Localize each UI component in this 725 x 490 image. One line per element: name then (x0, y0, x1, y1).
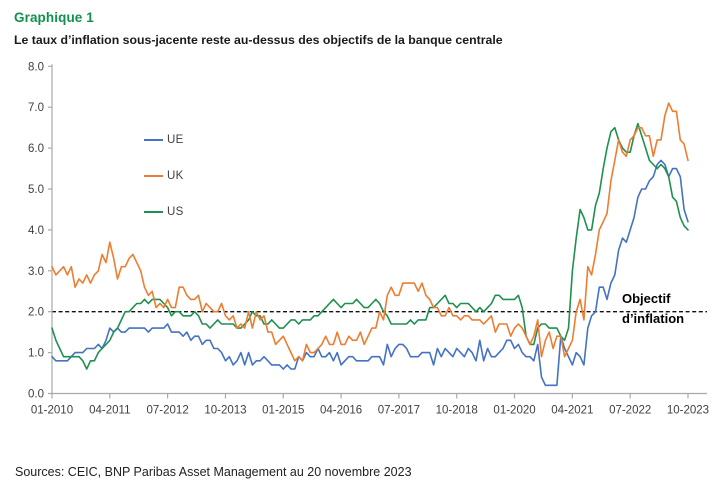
x-tick-label: 07-2022 (609, 405, 651, 417)
legend-label-uk: UK (167, 170, 184, 182)
x-tick-label: 07-2017 (378, 405, 420, 417)
y-tick-label: 6.0 (28, 143, 44, 155)
chart-legend: UE UK US (144, 133, 184, 219)
legend-item-ue: UE (144, 133, 184, 147)
x-tick-label: 01-2020 (493, 405, 535, 417)
x-tick-label: 01-2010 (31, 405, 73, 417)
inflation-target-annotation-line1: Objectif (622, 291, 671, 306)
y-tick-label: 4.0 (28, 225, 44, 237)
series-line-uk (51, 102, 689, 362)
legend-label-ue: UE (167, 134, 184, 146)
source-credit: Sources: CEIC, BNP Paribas Asset Managem… (15, 465, 412, 479)
legend-item-us: US (144, 205, 184, 219)
y-tick-label: 2.0 (28, 307, 44, 319)
y-tick-label: 1.0 (28, 348, 44, 360)
legend-item-uk: UK (144, 169, 184, 183)
x-tick-label: 04-2016 (320, 405, 362, 417)
x-tick-label: 01-2015 (262, 405, 304, 417)
x-tick-label: 04-2021 (551, 405, 593, 417)
y-tick-label: 8.0 (28, 61, 44, 73)
x-tick-label: 10-2023 (667, 405, 709, 417)
us-line-swatch (144, 210, 163, 214)
y-tick-label: 3.0 (28, 266, 44, 278)
inflation-line-chart: 0.0 1.0 2.0 3.0 4.0 5.0 6.0 7.0 8.0 01-2010 04-201… (28, 61, 709, 417)
ue-line-swatch (144, 138, 163, 142)
x-tick-label: 07-2012 (147, 405, 189, 417)
figure-label: Graphique 1 (14, 10, 94, 25)
series-line-ue (51, 159, 689, 387)
x-tick-label: 10-2018 (436, 405, 478, 417)
legend-label-us: US (167, 206, 184, 218)
x-tick-label: 10-2013 (204, 405, 246, 417)
figure-title: Le taux d’inflation sous-jacente reste a… (14, 33, 503, 47)
y-tick-label: 7.0 (28, 102, 44, 114)
series-line-us (51, 122, 689, 370)
inflation-target-annotation: Objectif d’inflation (622, 289, 684, 329)
inflation-target-annotation-line2: d’inflation (622, 311, 685, 326)
x-tick-label: 04-2011 (89, 405, 130, 417)
y-tick-label: 0.0 (28, 389, 44, 401)
y-tick-label: 5.0 (28, 184, 44, 196)
uk-line-swatch (144, 174, 163, 178)
